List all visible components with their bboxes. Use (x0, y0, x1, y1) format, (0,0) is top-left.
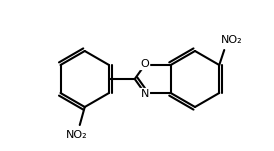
Text: NO₂: NO₂ (221, 35, 242, 45)
Text: NO₂: NO₂ (66, 130, 88, 140)
Text: O: O (140, 59, 149, 69)
Text: N: N (141, 89, 149, 99)
